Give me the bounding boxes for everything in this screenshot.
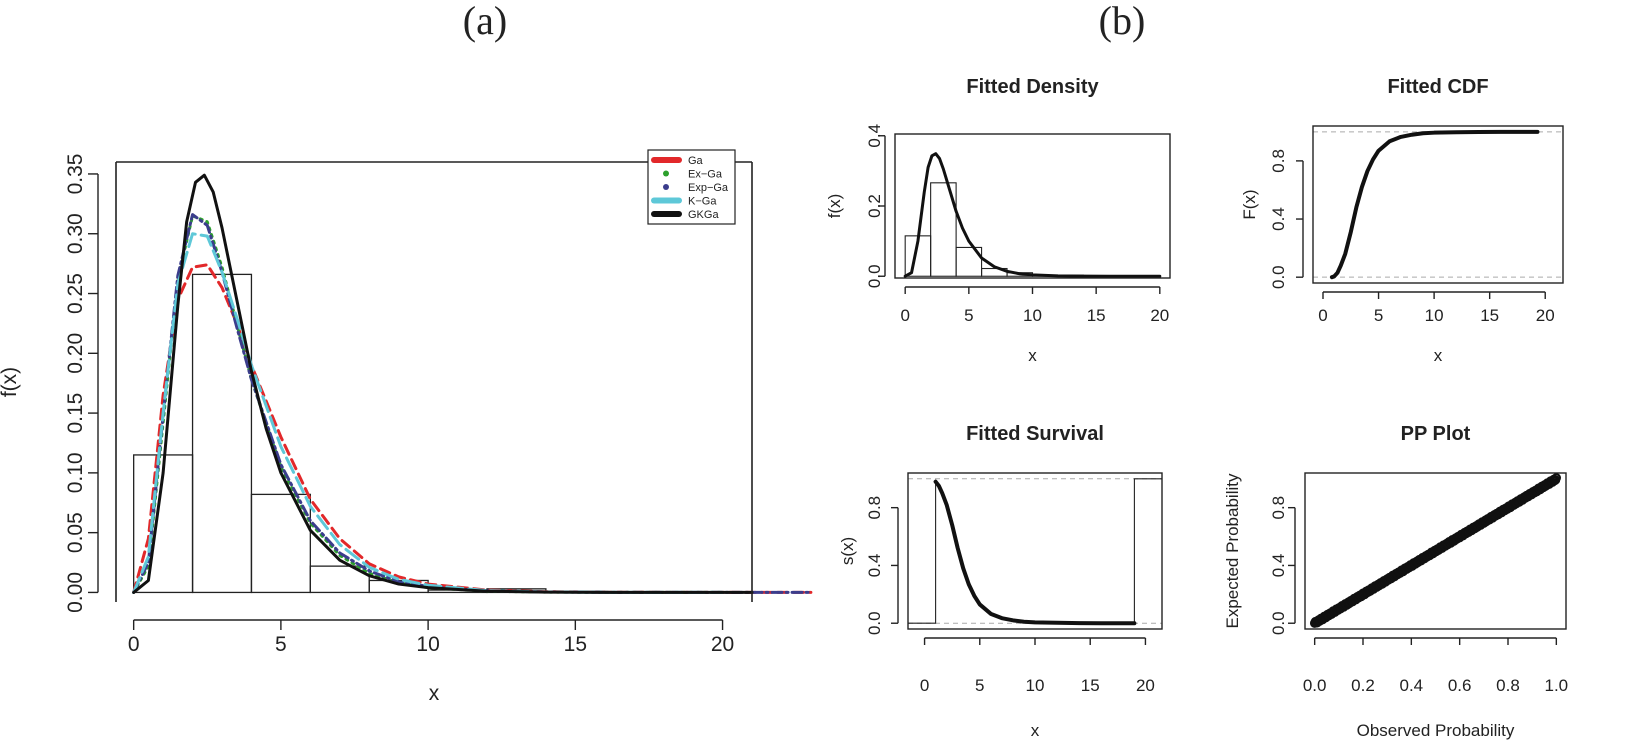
- y-tick-label: 0.4: [1269, 554, 1288, 578]
- series-line-expga: [132, 213, 813, 594]
- histogram-bar: [930, 182, 957, 277]
- pp-point: [1551, 473, 1562, 483]
- chart-density: Fitted Density 0 5 10 15 20 0.0 0.2 0.4 x f(x): [825, 76, 1171, 365]
- y-tick-label: 0.0: [1269, 611, 1288, 635]
- plot-frame: [894, 133, 1171, 279]
- y-tick-label: 0.8: [1269, 496, 1288, 520]
- x-tick-label: 15: [1480, 306, 1499, 325]
- y-tick-label: 0.10: [64, 452, 87, 493]
- x-tick-label: 10: [416, 633, 439, 656]
- histogram-bar: [955, 246, 983, 277]
- chart-title: Fitted Density: [966, 76, 1099, 98]
- legend-key: [663, 184, 669, 190]
- x-tick-label: 5: [964, 306, 973, 325]
- y-tick-label: 0.2: [865, 194, 884, 218]
- x-tick-label: 15: [564, 633, 587, 656]
- y-tick-label: 0.4: [1269, 207, 1288, 231]
- plot-frame: [1312, 125, 1564, 284]
- x-axis-label: x: [1434, 346, 1443, 365]
- legend-key: [663, 170, 669, 177]
- x-tick-label: 5: [1374, 306, 1383, 325]
- x-tick-label: 5: [275, 633, 287, 656]
- y-tick-label: 0.4: [865, 554, 884, 578]
- step-segment: [1133, 478, 1162, 624]
- x-tick-label: 0.6: [1448, 676, 1472, 695]
- x-tick-label: 0: [900, 306, 909, 325]
- series-line: [903, 152, 1162, 278]
- x-tick-label: 1.0: [1545, 676, 1569, 695]
- histogram-bar: [250, 493, 311, 594]
- x-tick-label: 10: [1026, 676, 1045, 695]
- plot-frame: [1304, 472, 1567, 630]
- panel-label-a: (a): [463, 0, 507, 43]
- y-tick-label: 0.05: [64, 512, 87, 553]
- y-tick-label: 0.00: [64, 572, 87, 613]
- x-tick-label: 0.8: [1496, 676, 1520, 695]
- plot-frame: [907, 472, 1163, 630]
- legend-label: K−Ga: [688, 196, 717, 208]
- legend-label: Ga: [688, 155, 704, 167]
- x-tick-label: 20: [1136, 676, 1155, 695]
- y-tick-label: 0.35: [64, 154, 87, 195]
- x-tick-label: 15: [1087, 306, 1106, 325]
- y-tick-label: 0.30: [64, 213, 87, 254]
- y-tick-label: 0.0: [865, 264, 884, 288]
- x-tick-label: 0: [128, 633, 140, 656]
- chart-survival: Fitted Survival 0 5 10 15 20 0.0 0.4 0.8 x s(x): [838, 423, 1163, 740]
- x-tick-label: 20: [1536, 306, 1555, 325]
- x-tick-label: 5: [975, 676, 984, 695]
- y-tick-label: 0.15: [64, 393, 87, 434]
- legend-label: GKGa: [688, 209, 719, 221]
- x-tick-label: 0.2: [1351, 676, 1375, 695]
- x-tick-label: 0: [1318, 306, 1327, 325]
- y-tick-label: 0.8: [865, 496, 884, 520]
- chart-pp: PP Plot 0.0 0.2 0.4 0.6 0.8 1.0 0.0 0.4 0.8 Observ…: [1223, 423, 1568, 740]
- x-tick-label: 15: [1081, 676, 1100, 695]
- y-axis-label: f(x): [0, 367, 21, 397]
- x-tick-label: 10: [1023, 306, 1042, 325]
- y-tick-label: 0.0: [865, 611, 884, 635]
- step-segment: [908, 481, 937, 624]
- x-tick-label: 20: [1150, 306, 1169, 325]
- panel-label-b: (b): [1099, 0, 1146, 43]
- chart-title: Fitted Survival: [966, 423, 1104, 445]
- histogram-bar: [309, 565, 370, 594]
- y-tick-label: 0.4: [865, 124, 884, 148]
- legend-label: Ex−Ga: [688, 169, 723, 181]
- x-tick-label: 0: [920, 676, 929, 695]
- y-tick-label: 0.25: [64, 273, 87, 314]
- x-axis-label: x: [1028, 346, 1037, 365]
- y-tick-label: 0.20: [64, 333, 87, 374]
- y-axis-label: F(x): [1240, 189, 1259, 219]
- x-axis-label: Observed Probability: [1357, 721, 1515, 740]
- x-tick-label: 0.4: [1400, 676, 1424, 695]
- y-axis-label: f(x): [825, 194, 844, 219]
- series-line: [933, 479, 1137, 626]
- chart-title: Fitted CDF: [1387, 76, 1488, 98]
- chart-main: 0 5 10 15 20 0.00 0.05 0.10 0.15 0.20 0.25 0.30 0.35…: [0, 149, 813, 705]
- x-tick-label: 0.0: [1303, 676, 1327, 695]
- y-tick-label: 0.8: [1269, 149, 1288, 173]
- x-axis-label: x: [429, 682, 440, 705]
- series-line-gkga: [132, 173, 754, 594]
- y-axis-label: s(x): [838, 537, 857, 565]
- legend-label: Exp−Ga: [688, 182, 729, 194]
- x-tick-label: 10: [1425, 306, 1444, 325]
- y-axis-label: Expected Probability: [1223, 473, 1242, 628]
- chart-title: PP Plot: [1401, 423, 1471, 445]
- plots-layer: 0 5 10 15 200.000.050.100.150.200.250.300.35…: [0, 76, 1568, 740]
- chart-cdf: Fitted CDF 0 5 10 15 20 0.0 0.4 0.8 x F(x): [1240, 76, 1564, 365]
- y-tick-label: 0.0: [1269, 265, 1288, 289]
- x-axis-label: x: [1031, 721, 1040, 740]
- series-line: [1329, 129, 1540, 280]
- x-tick-label: 20: [711, 633, 734, 656]
